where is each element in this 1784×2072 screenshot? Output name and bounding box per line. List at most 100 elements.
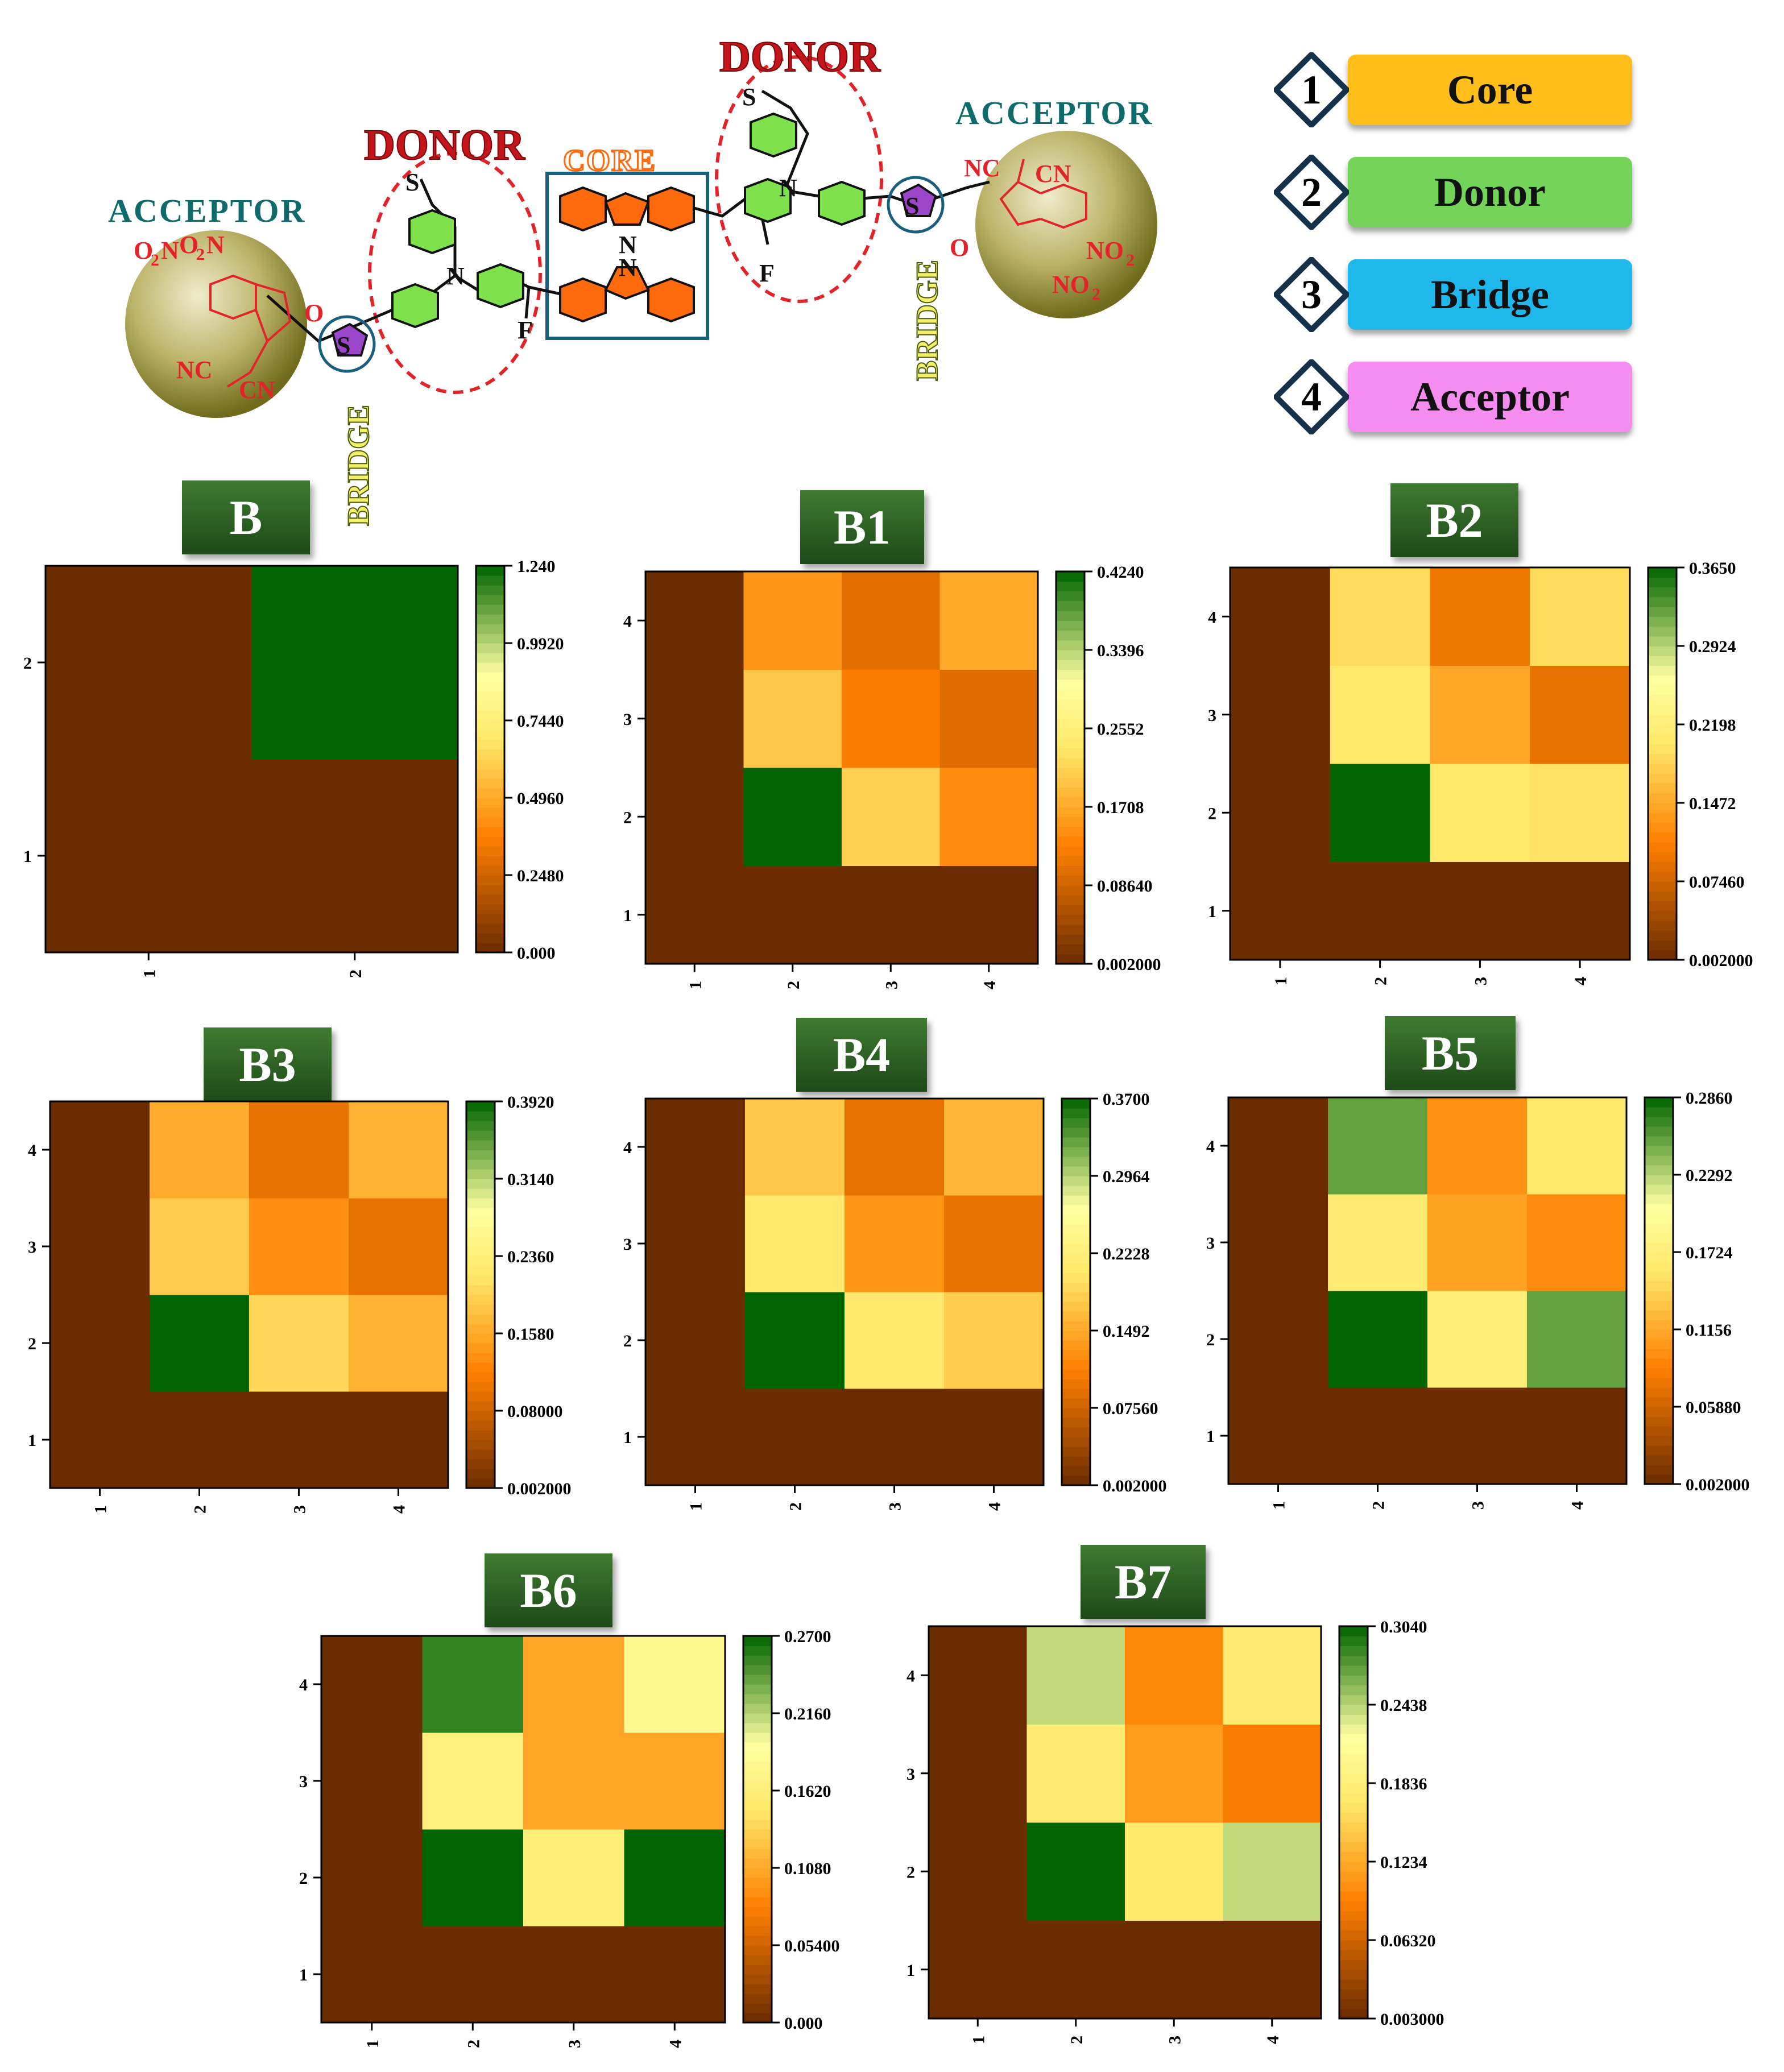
colorbar-segment [1056,581,1085,592]
colorbar-segment [1645,1436,1673,1446]
colorbar-segment [1062,1128,1090,1138]
diamond-icon [1274,359,1349,434]
heatmap-cell [939,768,1038,866]
colorbar-segment [1062,1157,1090,1167]
bridge-circle-left [318,315,376,373]
colorbar-segment [1062,1253,1090,1263]
colorbar-tick-label: 0.1580 [507,1325,554,1344]
colorbar-segment [1339,1734,1368,1744]
colorbar-segment [1062,1166,1090,1176]
colorbar-segment [476,875,504,885]
heatmap-cell [842,571,940,670]
heatmap-cell [929,1724,1027,1823]
colorbar-segment [1645,1407,1673,1417]
colorbar-segment [1062,1147,1090,1157]
colorbar-tick-label: 0.2438 [1380,1696,1427,1715]
colorbar-segment [476,759,504,769]
colorbar-segment [1645,1204,1673,1214]
colorbar-segment [743,1839,772,1849]
colorbar-segment [1648,656,1677,666]
colorbar-segment [1339,1744,1368,1754]
colorbar-tick-label: 0.2480 [517,867,564,885]
colorbar-segment [1648,842,1677,852]
heatmap-cell [1527,1194,1627,1291]
colorbar-tick-label: 0.08640 [1097,877,1153,896]
colorbar-segment [743,1704,772,1714]
colorbar-segment [743,1965,772,1975]
colorbar-segment [466,1246,495,1257]
y-tick-label: 2 [623,808,632,827]
heatmap-cell [1427,1291,1528,1388]
heatmap-cell [249,1101,349,1199]
heatmap-cell [645,768,744,866]
colorbar-segment [1648,753,1677,764]
colorbar-segment [476,769,504,779]
colorbar-tick-label: 0.2700 [784,1627,831,1646]
y-tick-label: 3 [907,1765,915,1784]
colorbar-segment [466,1237,495,1247]
phenyl-ring [744,177,792,223]
heatmap-cell [1527,1097,1627,1195]
x-tick-label: 2 [1067,2036,1086,2044]
heatmap-cell [150,1101,250,1199]
colorbar-segment [466,1198,495,1208]
y-tick-label: 4 [299,1676,308,1694]
heatmap-cell [745,1389,845,1486]
colorbar-segment [466,1324,495,1334]
heatmap-cell [1223,1920,1322,2019]
colorbar-segment [1648,910,1677,921]
colorbar-tick-label: 0.2160 [784,1705,831,1723]
colorbar-segment [1062,1205,1090,1215]
colorbar-segment [1339,1999,1368,2009]
molecular-scheme: O2 N O2 N NC CN O S N S F N N N S F S NC C… [108,32,1157,527]
colorbar-tick-label: 0.2860 [1686,1089,1733,1108]
plot-frame [644,1097,1045,1486]
heatmap-cell [745,1292,845,1389]
colorbar-segment [1648,577,1677,588]
y-tick-label: 1 [623,1428,632,1447]
colorbar-segment [1339,1763,1368,1774]
colorbar-segment [1648,596,1677,607]
panel-title: B [182,480,310,554]
colorbar-tick-label: 0.4960 [517,789,564,808]
colorbar-tick-label: 0.1080 [784,1859,831,1878]
colorbar-segment [476,595,504,605]
plot-frame [1227,1096,1628,1485]
heatmap-cell [624,1733,726,1830]
colorbar-segment [1062,1418,1090,1428]
colorbar-segment [1056,846,1085,856]
colorbar-segment [1339,1832,1368,1843]
heatmap-cell [929,1626,1027,1725]
colorbar-segment [466,1362,495,1373]
colorbar-segment [1645,1165,1673,1175]
colorbar-segment [1648,813,1677,823]
colorbar-segment [476,894,504,905]
colorbar-segment [1062,1311,1090,1321]
heatmap-cell [645,1099,746,1196]
colorbar-tick-label: 1.240 [517,557,556,576]
colorbar-segment [1645,1155,1673,1166]
x-tick-label: 1 [140,969,159,978]
colorbar-segment [1645,1416,1673,1427]
y-tick-label: 3 [299,1772,308,1791]
svg-text:F: F [518,316,533,344]
colorbar-segment [476,904,504,914]
colorbar-segment [466,1266,495,1276]
heatmap-cell [1530,567,1630,666]
y-tick-label: 2 [1206,1331,1215,1349]
svg-text:F: F [759,259,775,287]
y-tick-label: 4 [907,1667,915,1685]
heatmap-cell [321,1733,423,1830]
y-tick-label: 1 [23,847,32,866]
colorbar-segment [743,1723,772,1733]
heatmap-cell [743,865,842,964]
colorbar-segment [1645,1320,1673,1330]
colorbar-segment [1339,1665,1368,1676]
colorbar-segment [1062,1234,1090,1244]
svg-text:CN: CN [1035,160,1071,188]
colorbar-segment [476,701,504,711]
colorbar-segment [466,1295,495,1305]
colorbar-segment [476,585,504,595]
x-tick-label: 2 [787,1502,805,1511]
colorbar-segment [476,711,504,721]
